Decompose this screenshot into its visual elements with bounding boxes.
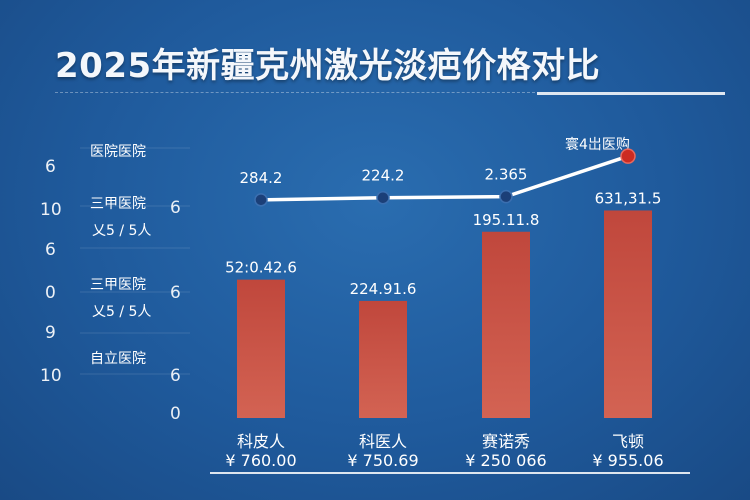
left-label: 医院医院 (90, 144, 146, 160)
chart-baseline (210, 472, 690, 474)
bar-value-label: 631,31.5 (595, 189, 662, 207)
chart-title: 2025年新疆克州激光淡疤价格对比 (55, 46, 601, 86)
inner-axis-number: 6 (170, 283, 181, 303)
highlight-point-label: 寰4岀医购 (565, 137, 630, 153)
left-label: 乂5 / 5人 (92, 223, 152, 239)
line-value-label: 2.365 (485, 166, 528, 184)
price-label: ¥ 760.00 (225, 451, 297, 470)
bar-value-label: 195.11.8 (473, 211, 540, 229)
line-point (376, 190, 390, 205)
inner-axis-number: 6 (170, 366, 181, 386)
left-axis-number: 6 (45, 240, 56, 260)
trend-line (260, 154, 629, 202)
left-axis-number: 6 (45, 157, 56, 177)
inner-axis-number: 6 (170, 198, 181, 218)
line-point (254, 193, 268, 207)
inner-axis-number: 0 (170, 404, 181, 424)
left-axis-number: 10 (40, 200, 62, 220)
left-label: 自立医院 (90, 351, 146, 367)
bar-value-label: 52:0.42.6 (225, 259, 297, 277)
left-label: 三甲医院 (90, 277, 146, 293)
line-point-highlight (620, 148, 636, 164)
category-label: 赛诺秀 (481, 432, 531, 451)
bar-value-label: 224.91.6 (350, 280, 417, 298)
price-label: ¥ 750.69 (347, 451, 419, 470)
bar-3 (482, 231, 530, 418)
bar-4 (604, 210, 652, 418)
line-value-label: 224.2 (362, 167, 405, 185)
left-label: 乂5 / 5人 (92, 304, 152, 320)
category-label: 飞顿 (611, 432, 645, 451)
category-label: 科皮人 (236, 432, 286, 451)
left-label: 三甲医院 (90, 196, 146, 212)
price-label: ¥ 955.06 (592, 451, 664, 470)
category-label: 科医人 (358, 432, 408, 451)
price-label: ¥ 250 066 (465, 451, 547, 470)
title-divider-dotted (55, 92, 535, 93)
title-divider-solid (537, 92, 725, 95)
left-axis-number: 9 (45, 323, 56, 343)
line-value-label: 284.2 (240, 169, 283, 187)
bar-2 (359, 300, 407, 418)
bar-1 (237, 279, 285, 418)
line-point (499, 189, 513, 204)
left-axis-number: 0 (45, 283, 56, 303)
left-axis-number: 10 (40, 366, 62, 386)
